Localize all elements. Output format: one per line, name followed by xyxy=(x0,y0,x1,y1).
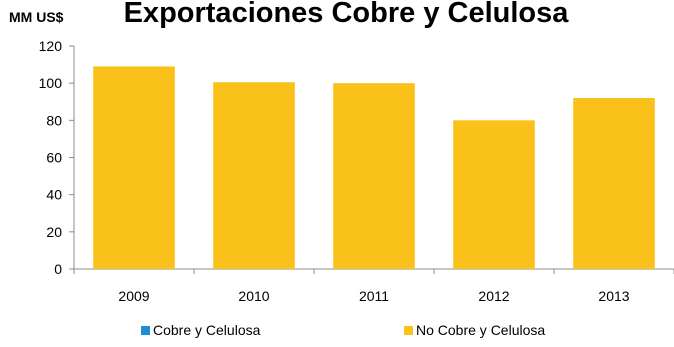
bar-no-cobre-y-celulosa-2011 xyxy=(333,83,415,270)
legend-swatch-no-cobre-y-celulosa xyxy=(404,326,413,335)
y-axis-unit-label: MM US$ xyxy=(9,9,64,25)
y-tick-label: 80 xyxy=(46,112,62,128)
x-axis: 2009 2010 2011 2012 2013 xyxy=(73,268,674,304)
legend-label-no-cobre-y-celulosa: No Cobre y Celulosa xyxy=(416,322,545,338)
x-tick-label: 2009 xyxy=(118,288,149,304)
legend: Cobre y Celulosa No Cobre y Celulosa xyxy=(141,322,545,338)
y-tick-label: 0 xyxy=(54,261,62,277)
legend-label-cobre-y-celulosa: Cobre y Celulosa xyxy=(153,322,261,338)
legend-swatch-cobre-y-celulosa xyxy=(141,326,150,335)
y-tick-label: 20 xyxy=(46,224,62,240)
x-tick-label: 2010 xyxy=(238,288,269,304)
y-tick-label: 60 xyxy=(46,150,62,166)
bar-no-cobre-y-celulosa-2010 xyxy=(213,82,295,269)
bar-no-cobre-y-celulosa-2009 xyxy=(93,66,175,269)
bars xyxy=(93,66,655,270)
bar-no-cobre-y-celulosa-2012 xyxy=(453,120,535,269)
y-tick-label: 40 xyxy=(46,187,62,203)
x-tick-label: 2011 xyxy=(359,288,389,304)
y-tick-label: 120 xyxy=(39,38,63,54)
x-tick-label: 2013 xyxy=(598,288,629,304)
chart-title: Exportaciones Cobre y Celulosa xyxy=(124,0,570,29)
bar-no-cobre-y-celulosa-2013 xyxy=(573,98,655,270)
y-tick-label: 100 xyxy=(39,75,63,91)
x-tick-label: 2012 xyxy=(478,288,509,304)
y-axis: 0 20 40 60 80 100 120 xyxy=(39,38,75,277)
